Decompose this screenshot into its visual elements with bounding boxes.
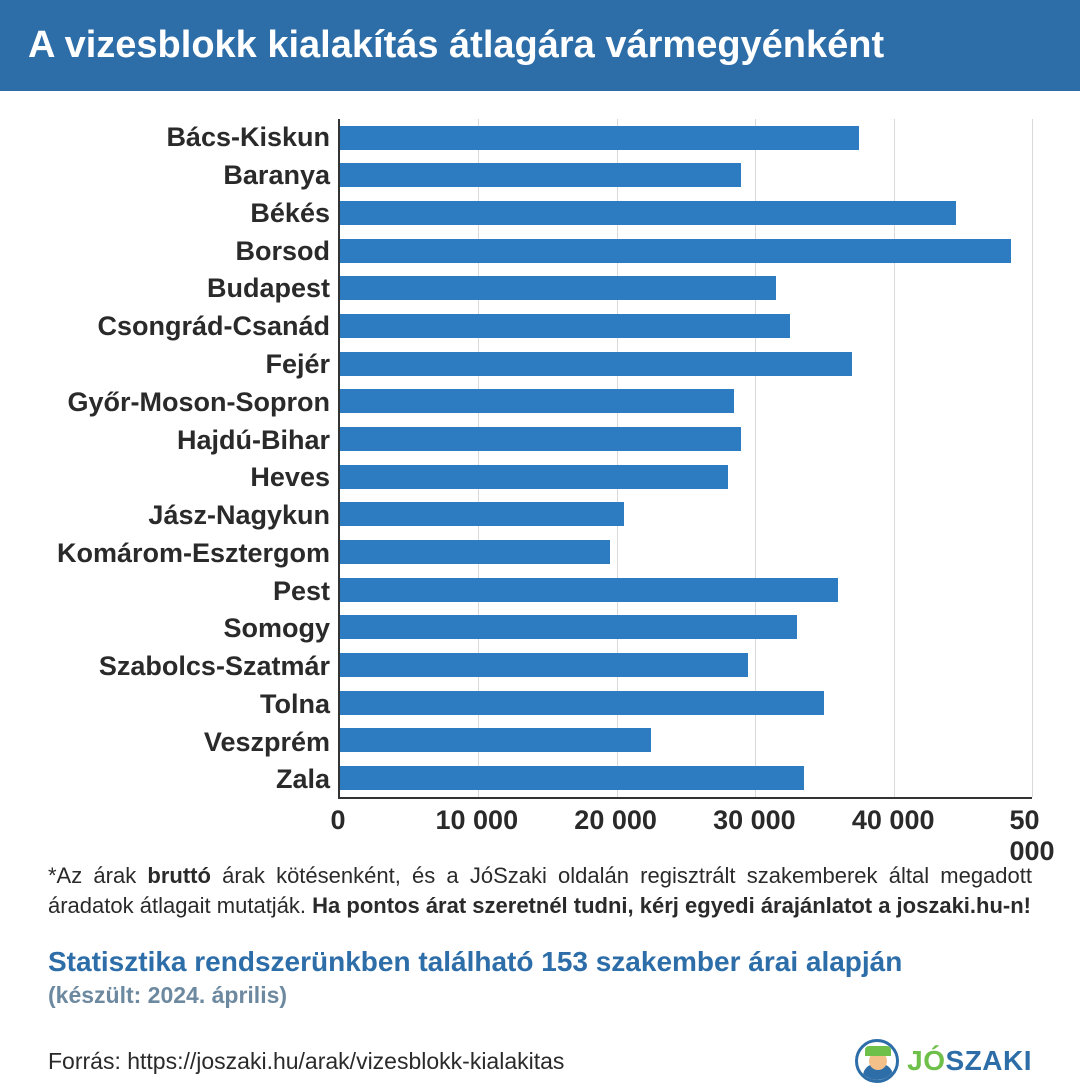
logo-icon xyxy=(855,1039,899,1083)
header-bar: A vizesblokk kialakítás átlagára vármegy… xyxy=(0,0,1080,91)
y-axis-label: Baranya xyxy=(48,162,330,189)
logo: JÓSZAKI xyxy=(855,1039,1032,1083)
bar-chart: Bács-Kiskun Baranya Békés Borsod Budapest Cso… xyxy=(48,119,1032,799)
bar xyxy=(340,314,790,338)
y-axis-label: Jász-Nagykun xyxy=(48,502,330,529)
logo-text: JÓSZAKI xyxy=(907,1045,1032,1077)
y-axis-label: Hajdú-Bihar xyxy=(48,427,330,454)
bar xyxy=(340,389,734,413)
bar xyxy=(340,465,728,489)
bar xyxy=(340,766,804,790)
y-axis-label: Veszprém xyxy=(48,729,330,756)
y-axis-label: Zala xyxy=(48,766,330,793)
y-axis-label: Szabolcs-Szatmár xyxy=(48,653,330,680)
footnote-bold1: bruttó xyxy=(147,863,211,888)
y-axis-label: Tolna xyxy=(48,691,330,718)
x-axis-tick: 20 000 xyxy=(574,805,657,836)
y-axis-label: Heves xyxy=(48,464,330,491)
bar xyxy=(340,276,776,300)
chart-container: Bács-Kiskun Baranya Békés Borsod Budapest Cso… xyxy=(0,91,1080,857)
page-title: A vizesblokk kialakítás átlagára vármegy… xyxy=(28,24,884,66)
y-axis-label: Fejér xyxy=(48,351,330,378)
bar xyxy=(340,201,956,225)
bar xyxy=(340,578,838,602)
logo-jo: JÓ xyxy=(907,1045,945,1076)
bar xyxy=(340,427,741,451)
y-axis-labels: Bács-Kiskun Baranya Békés Borsod Budapest Cso… xyxy=(48,119,338,799)
y-axis-label: Bács-Kiskun xyxy=(48,124,330,151)
bar xyxy=(340,502,624,526)
footnote-pre: *Az árak xyxy=(48,863,147,888)
x-axis-tick: 30 000 xyxy=(713,805,796,836)
bar xyxy=(340,126,859,150)
bar xyxy=(340,352,852,376)
bar xyxy=(340,691,824,715)
y-axis-label: Komárom-Esztergom xyxy=(48,540,330,567)
y-axis-label: Csongrád-Csanád xyxy=(48,313,330,340)
bar xyxy=(340,540,610,564)
x-axis-tick: 40 000 xyxy=(852,805,935,836)
x-axis: 010 00020 00030 00040 00050 000 xyxy=(338,799,1032,849)
y-axis-label: Győr-Moson-Sopron xyxy=(48,389,330,416)
y-axis-label: Békés xyxy=(48,200,330,227)
x-axis-tick: 10 000 xyxy=(436,805,519,836)
stats-sub: (készült: 2024. április) xyxy=(0,978,1080,1009)
source-text: Forrás: https://joszaki.hu/arak/vizesblo… xyxy=(48,1048,564,1075)
bar xyxy=(340,163,741,187)
y-axis-label: Borsod xyxy=(48,238,330,265)
bars-group xyxy=(340,119,1032,797)
x-axis-tick: 50 000 xyxy=(1009,805,1054,867)
logo-szaki: SZAKI xyxy=(946,1045,1033,1076)
bar xyxy=(340,653,748,677)
y-axis-label: Pest xyxy=(48,578,330,605)
bottom-row: Forrás: https://joszaki.hu/arak/vizesblo… xyxy=(0,1009,1080,1083)
plot-area xyxy=(338,119,1032,799)
gridline xyxy=(1032,119,1033,797)
stats-line: Statisztika rendszerünkben található 153… xyxy=(0,920,1080,978)
y-axis-label: Somogy xyxy=(48,615,330,642)
bar xyxy=(340,239,1011,263)
footnote: *Az árak bruttó árak kötésenként, és a J… xyxy=(0,857,1080,920)
bar xyxy=(340,615,797,639)
y-axis-label: Budapest xyxy=(48,275,330,302)
bar xyxy=(340,728,651,752)
x-axis-tick: 0 xyxy=(330,805,345,836)
footnote-bold2: Ha pontos árat szeretnél tudni, kérj egy… xyxy=(312,893,1031,918)
